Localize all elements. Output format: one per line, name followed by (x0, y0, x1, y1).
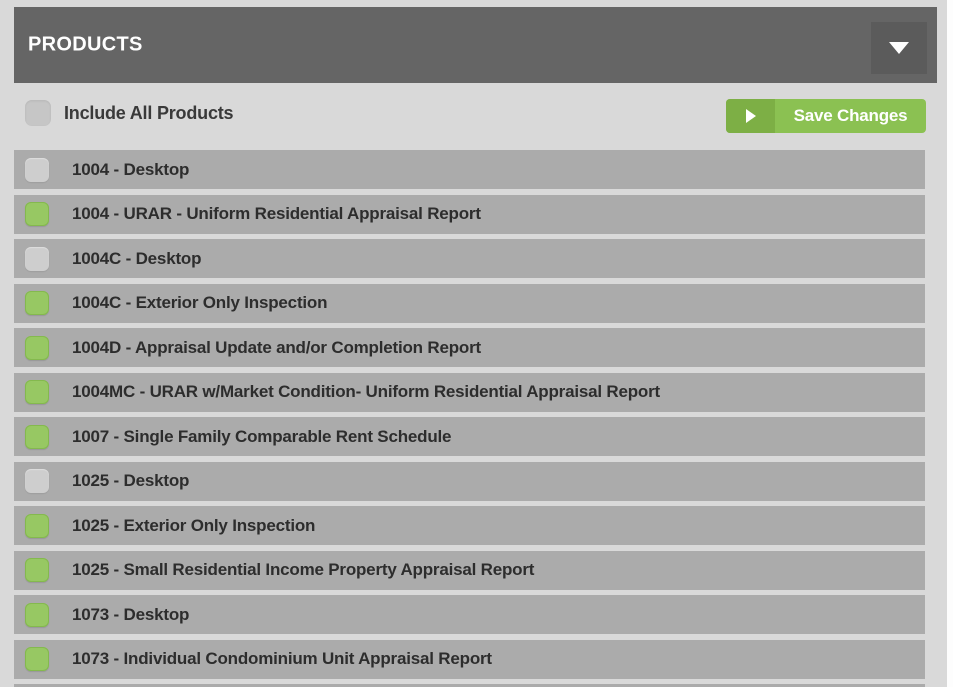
table-row[interactable]: 1004C - Exterior Only Inspection (14, 283, 925, 323)
caret-down-icon (889, 42, 909, 54)
product-label: 1004MC - URAR w/Market Condition- Unifor… (72, 382, 660, 401)
product-label: 1004C - Exterior Only Inspection (72, 293, 328, 312)
play-icon-triangle (745, 109, 756, 123)
product-label: 1007 - Single Family Comparable Rent Sch… (72, 426, 452, 446)
table-row[interactable]: 1004 - Desktop (14, 150, 925, 189)
table-row[interactable]: 1007 - Single Family Comparable Rent Sch… (14, 417, 925, 456)
panel-header: PRODUCTS (14, 7, 937, 83)
include-all-products-label: Include All Products (64, 102, 234, 123)
table-row[interactable]: 1025 - Exterior Only Inspection (14, 506, 925, 545)
product-checkbox[interactable] (25, 647, 49, 671)
table-row[interactable]: 1004 - URAR - Uniform Residential Apprai… (14, 194, 925, 234)
product-label: 1004 - Desktop (72, 159, 190, 179)
product-checkbox[interactable] (25, 602, 49, 627)
product-checkbox[interactable] (25, 513, 49, 538)
product-checkbox[interactable] (25, 469, 49, 493)
product-checkbox[interactable] (25, 558, 49, 582)
product-label: 1073 - Individual Condominium Unit Appra… (72, 649, 492, 668)
table-row[interactable]: 1004D - Appraisal Update and/or Completi… (14, 328, 925, 367)
product-checkbox[interactable] (25, 380, 49, 404)
product-label: 1073 - Desktop (72, 604, 190, 624)
table-row[interactable]: 1004C - Desktop (14, 239, 925, 278)
table-row[interactable]: 1025 - Small Residential Income Property… (14, 550, 925, 590)
product-list: 1004 - Desktop 1004 - URAR - Uniform Resi… (14, 150, 925, 684)
save-changes-button[interactable]: Save Changes (726, 99, 926, 133)
panel-title: PRODUCTS (28, 33, 143, 56)
product-label: 1004D - Appraisal Update and/or Completi… (72, 337, 481, 357)
product-checkbox[interactable] (25, 291, 49, 315)
table-row[interactable]: 1073 - Desktop (14, 595, 925, 634)
product-checkbox[interactable] (25, 246, 49, 271)
product-checkbox[interactable] (25, 202, 49, 226)
collapse-button[interactable] (871, 22, 927, 74)
table-row-partial[interactable] (14, 684, 925, 687)
product-label: 1025 - Small Residential Income Property… (72, 560, 535, 579)
include-all-products-checkbox[interactable] (25, 100, 51, 126)
save-changes-label: Save Changes (793, 106, 908, 125)
product-label: 1004C - Desktop (72, 248, 202, 268)
table-row[interactable]: 1004MC - URAR w/Market Condition- Unifor… (14, 372, 925, 412)
product-label: 1025 - Exterior Only Inspection (72, 515, 316, 535)
product-checkbox[interactable] (25, 424, 49, 449)
table-row[interactable]: 1025 - Desktop (14, 461, 925, 501)
table-row[interactable]: 1073 - Individual Condominium Unit Appra… (14, 639, 925, 679)
product-checkbox[interactable] (25, 157, 49, 182)
product-label: 1004 - URAR - Uniform Residential Apprai… (72, 204, 481, 223)
product-checkbox[interactable] (25, 335, 49, 360)
play-icon (726, 99, 775, 133)
product-label: 1025 - Desktop (72, 471, 190, 490)
